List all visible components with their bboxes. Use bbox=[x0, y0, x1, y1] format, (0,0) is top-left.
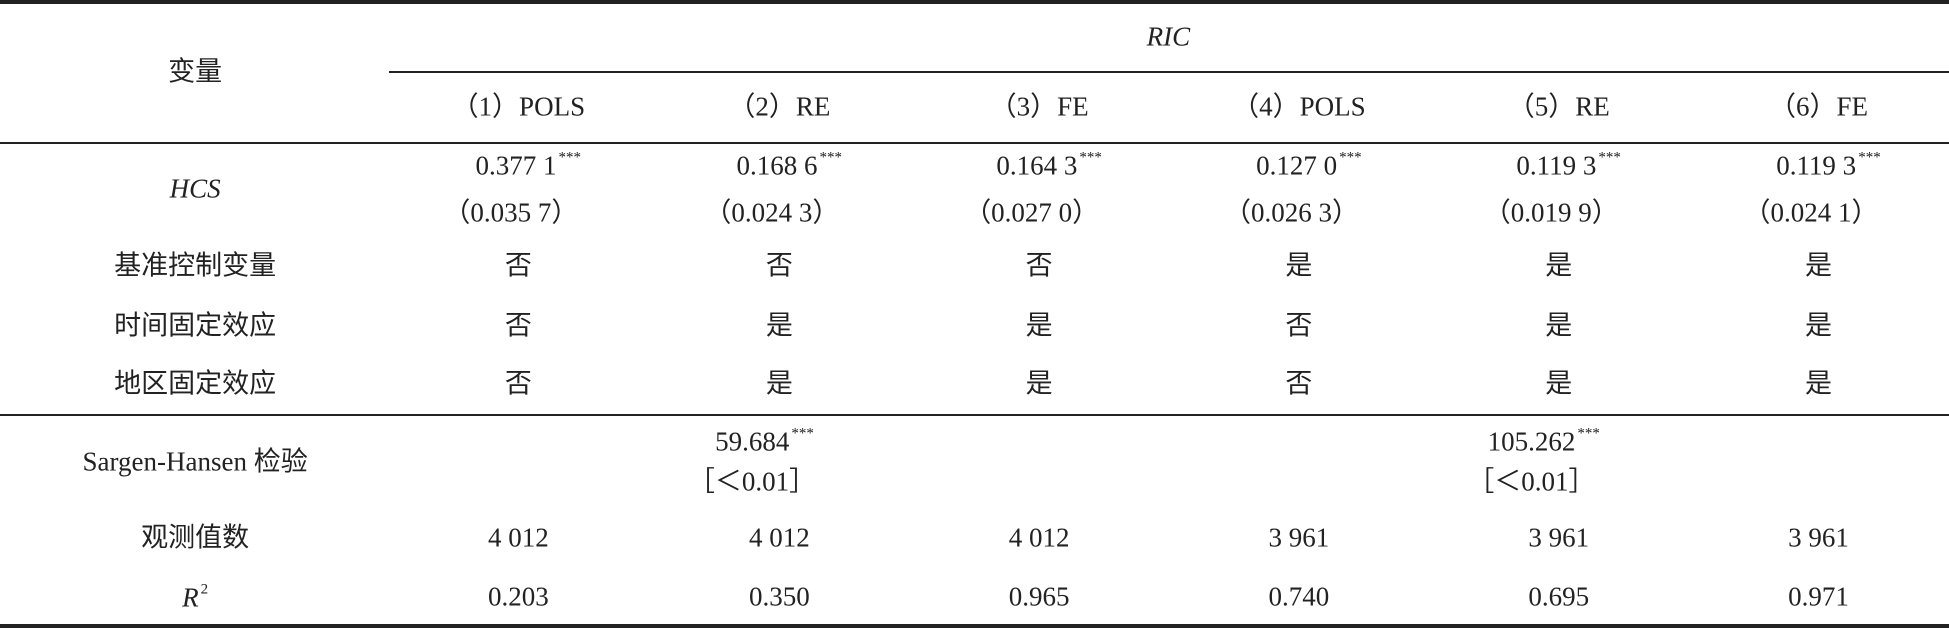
column-header: （1）POLS bbox=[451, 91, 586, 122]
row-label-sup: 2 bbox=[200, 581, 209, 598]
cell-value: 4 012 bbox=[487, 522, 549, 553]
p-value: ［＜0.01］ bbox=[1467, 466, 1596, 497]
row-label-text: R bbox=[182, 582, 199, 613]
significance-stars: *** bbox=[819, 149, 843, 166]
column-header: （5）RE bbox=[1507, 91, 1610, 122]
p-value: ［＜0.01］ bbox=[687, 466, 817, 497]
coefficient-value: 0.119 3 bbox=[1776, 150, 1857, 181]
standard-error: （0.026 3） bbox=[1223, 197, 1359, 228]
standard-error: （0.027 0） bbox=[964, 197, 1100, 228]
column-header: （2）RE bbox=[728, 91, 831, 122]
cell-value: 是 bbox=[1545, 310, 1573, 341]
cell-value: 0.740 bbox=[1268, 581, 1330, 612]
cell-value: 0.350 bbox=[748, 581, 810, 612]
coefficient-value: 0.127 0 bbox=[1256, 150, 1338, 181]
coefficient: 0.119 3 *** bbox=[1516, 149, 1621, 181]
significance-stars: *** bbox=[1339, 149, 1362, 166]
group-header: RIC bbox=[1146, 21, 1191, 52]
cell-value: 是 bbox=[1805, 368, 1832, 399]
cell-value: 否 bbox=[1285, 368, 1313, 399]
header-rule bbox=[0, 142, 1949, 144]
cell-value: 4 012 bbox=[748, 522, 810, 553]
cell-value: 4 012 bbox=[1008, 522, 1070, 553]
cell-value: 是 bbox=[1025, 368, 1053, 399]
section-rule bbox=[0, 414, 1949, 416]
coefficient-value: 59.684 bbox=[715, 426, 790, 457]
standard-error: （0.024 1） bbox=[1743, 197, 1879, 228]
row-label: 基准控制变量 bbox=[114, 250, 277, 281]
cell-value: 否 bbox=[765, 250, 793, 281]
cell-value: 3 961 bbox=[1788, 522, 1849, 553]
cell-value: 是 bbox=[1285, 250, 1313, 281]
cell-value: 是 bbox=[1545, 250, 1573, 281]
coefficient-value: 0.119 3 bbox=[1516, 150, 1597, 181]
cell-value: 否 bbox=[1025, 250, 1053, 281]
significance-stars: *** bbox=[791, 425, 814, 442]
cell-value: 3 961 bbox=[1528, 522, 1590, 553]
row-label: 时间固定效应 bbox=[114, 310, 277, 341]
significance-stars: *** bbox=[1577, 425, 1600, 442]
row-label: HCS bbox=[169, 173, 221, 204]
coefficient: 0.168 6 *** bbox=[736, 149, 843, 181]
cell-value: 0.971 bbox=[1788, 581, 1849, 612]
standard-error: （0.024 3） bbox=[704, 197, 840, 228]
bottom-rule bbox=[0, 624, 1949, 628]
cell-value: 是 bbox=[1545, 368, 1573, 399]
cell-value: 是 bbox=[1805, 250, 1832, 281]
coefficient-value: 0.377 1 bbox=[475, 150, 557, 181]
column-header: （4）POLS bbox=[1232, 91, 1366, 122]
coefficient-value: 0.164 3 bbox=[996, 150, 1078, 181]
row-label: 地区固定效应 bbox=[114, 368, 277, 399]
coefficient: 0.377 1 *** bbox=[475, 149, 582, 181]
row-label-header: 变量 bbox=[168, 56, 223, 87]
cell-value: 0.203 bbox=[487, 581, 549, 612]
cell-value: 否 bbox=[1285, 310, 1313, 341]
significance-stars: *** bbox=[1598, 149, 1621, 166]
cell-value: 是 bbox=[765, 368, 793, 399]
row-label: Sargen-Hansen 检验 bbox=[82, 446, 308, 477]
coefficient-value: 105.262 bbox=[1487, 426, 1576, 457]
cell-value: 是 bbox=[765, 310, 793, 341]
cell-value: 0.965 bbox=[1008, 581, 1070, 612]
cell-value: 是 bbox=[1805, 310, 1832, 341]
coefficient: 0.164 3 *** bbox=[996, 149, 1102, 181]
standard-error: （0.019 9） bbox=[1483, 197, 1619, 228]
standard-error: （0.035 7） bbox=[443, 197, 579, 228]
cell-value: 否 bbox=[504, 310, 532, 341]
cell-value: 是 bbox=[1025, 310, 1053, 341]
coefficient: 59.684 *** bbox=[715, 425, 814, 457]
row-label: 观测值数 bbox=[141, 522, 250, 553]
cell-value: 0.695 bbox=[1528, 581, 1590, 612]
group-rule bbox=[389, 71, 1949, 73]
significance-stars: *** bbox=[558, 149, 582, 166]
cell-value: 3 961 bbox=[1268, 522, 1330, 553]
coefficient: 105.262 *** bbox=[1487, 425, 1600, 457]
cell-value: 否 bbox=[504, 250, 532, 281]
coefficient: 0.127 0 *** bbox=[1256, 149, 1362, 181]
cell-value: 否 bbox=[504, 368, 532, 399]
significance-stars: *** bbox=[1079, 149, 1102, 166]
column-header: （6）FE bbox=[1768, 91, 1869, 122]
coefficient: 0.119 3 *** bbox=[1776, 149, 1881, 181]
coefficient-value: 0.168 6 bbox=[736, 150, 818, 181]
column-header: （3）FE bbox=[989, 91, 1089, 122]
top-rule bbox=[0, 0, 1949, 4]
significance-stars: *** bbox=[1858, 149, 1881, 166]
